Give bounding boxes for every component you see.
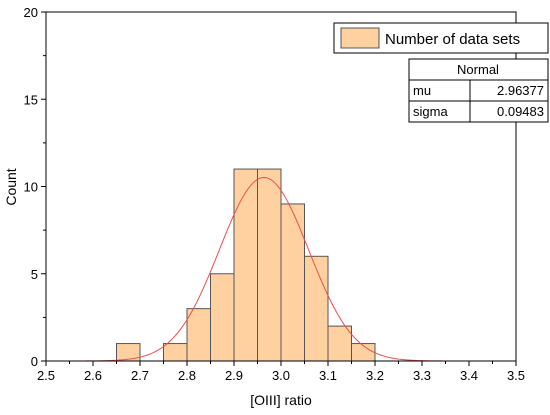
x-tick-label: 3.2 — [366, 368, 384, 383]
fit-param-name-mu: mu — [413, 83, 431, 98]
x-tick-label: 3.4 — [460, 368, 478, 383]
fit-stats-table: Normal mu 2.96377 sigma 0.09483 — [408, 58, 549, 123]
histogram-bar — [186, 308, 211, 362]
fit-param-name-sigma: sigma — [413, 104, 448, 119]
fit-param-value-mu: 2.96377 — [497, 83, 544, 98]
y-axis-title: Count — [3, 168, 19, 205]
histogram-bar — [280, 203, 305, 362]
x-tick-label: 2.6 — [84, 368, 102, 383]
y-tick-label: 5 — [31, 267, 38, 282]
fit-distribution-header: Normal — [457, 62, 499, 77]
x-axis-title: [OIII] ratio — [250, 392, 312, 408]
x-tick-label: 2.5 — [37, 368, 55, 383]
y-tick-label: 15 — [24, 92, 38, 107]
fit-param-value-sigma: 0.09483 — [497, 104, 544, 119]
histogram-bar — [210, 273, 235, 362]
histogram-bar — [257, 168, 282, 362]
x-tick-label: 3.0 — [272, 368, 290, 383]
histogram-bar — [304, 255, 329, 362]
x-tick-label: 3.3 — [413, 368, 431, 383]
histogram-bar — [233, 168, 258, 362]
legend-swatch — [340, 27, 380, 49]
x-tick-label: 3.5 — [507, 368, 525, 383]
legend-box: Number of data sets — [333, 22, 549, 54]
y-tick-label: 20 — [24, 5, 38, 20]
histogram-bar — [327, 325, 352, 362]
bars-layer — [116, 168, 376, 362]
x-tick-label: 3.1 — [319, 368, 337, 383]
x-tick-label: 2.9 — [225, 368, 243, 383]
y-tick-label: 10 — [24, 180, 38, 195]
x-tick-label: 2.8 — [178, 368, 196, 383]
normal-fit-curve — [85, 176, 443, 362]
axes-layer: 2.5 2.6 2.7 2.8 2.9 3.0 3.1 3.2 3.3 3.4 3.5 0 5 10 15 2… — [24, 5, 526, 383]
y-tick-label: 0 — [31, 354, 38, 369]
histogram-bar — [163, 343, 188, 362]
legend-label: Number of data sets — [385, 31, 520, 48]
x-tick-label: 2.7 — [131, 368, 149, 383]
